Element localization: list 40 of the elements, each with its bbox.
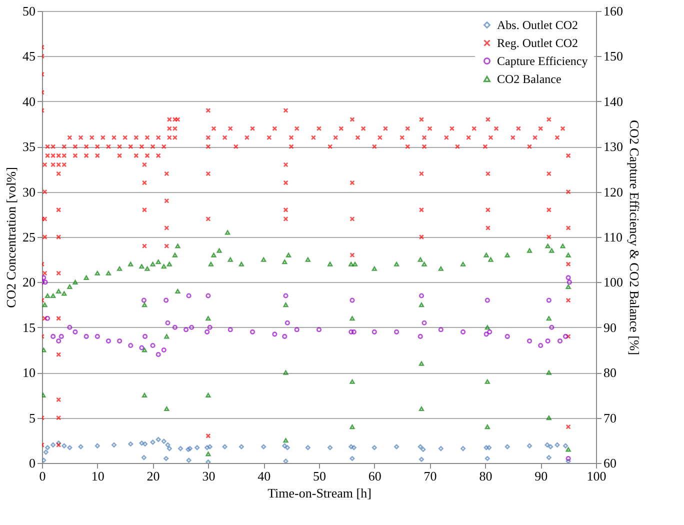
legend-label: Reg. Outlet CO2 [497, 36, 578, 50]
y2-tick-label: 80 [604, 365, 616, 380]
x-tick-label: 100 [586, 468, 606, 484]
y-tick-label: 20 [22, 274, 36, 290]
y-tick-label: 25 [22, 230, 36, 244]
x-tick-label: 0 [39, 468, 46, 484]
x-axis-title: Time-on-Stream [h] [268, 486, 372, 500]
y2-tick-label: 150 [604, 48, 623, 64]
y-axis-title: CO2 Concentration [vol%] [4, 167, 18, 308]
y2-tick-label: 90 [604, 320, 616, 335]
y2-tick-label: 140 [604, 94, 623, 109]
x-tick-label: 40 [258, 468, 271, 484]
y-tick-label: 5 [29, 410, 36, 426]
y-tick-label: 30 [22, 184, 36, 200]
y-tick-label: 0 [29, 456, 36, 470]
legend-label: Capture Efficiency [497, 54, 588, 68]
y2-axis-title: CO2 Capture Efficiency & CO2 Balance [%] [627, 120, 642, 356]
x-tick-label: 50 [313, 468, 326, 484]
y2-tick-label: 120 [604, 184, 623, 200]
y-tick-label: 15 [22, 320, 36, 335]
x-tick-label: 70 [424, 468, 437, 484]
legend-label: Abs. Outlet CO2 [497, 18, 578, 32]
legend-label: CO2 Balance [497, 72, 562, 86]
y2-tick-label: 130 [604, 139, 623, 154]
x-tick-label: 80 [479, 468, 492, 484]
y2-tick-label: 70 [604, 410, 616, 426]
x-tick-label: 90 [534, 468, 548, 484]
y-tick-label: 35 [22, 139, 36, 154]
y-tick-label: 50 [22, 4, 36, 18]
y2-tick-label: 60 [604, 456, 616, 470]
x-tick-label: 30 [202, 468, 216, 484]
y-tick-label: 10 [22, 365, 36, 380]
y2-tick-label: 160 [604, 4, 623, 18]
x-tick-label: 20 [146, 468, 160, 484]
y-tick-label: 40 [22, 94, 36, 109]
y2-tick-label: 100 [604, 274, 623, 290]
y-tick-label: 45 [22, 48, 36, 64]
x-tick-label: 10 [91, 468, 104, 484]
y2-tick-label: 110 [604, 230, 623, 244]
x-tick-label: 60 [368, 468, 382, 484]
